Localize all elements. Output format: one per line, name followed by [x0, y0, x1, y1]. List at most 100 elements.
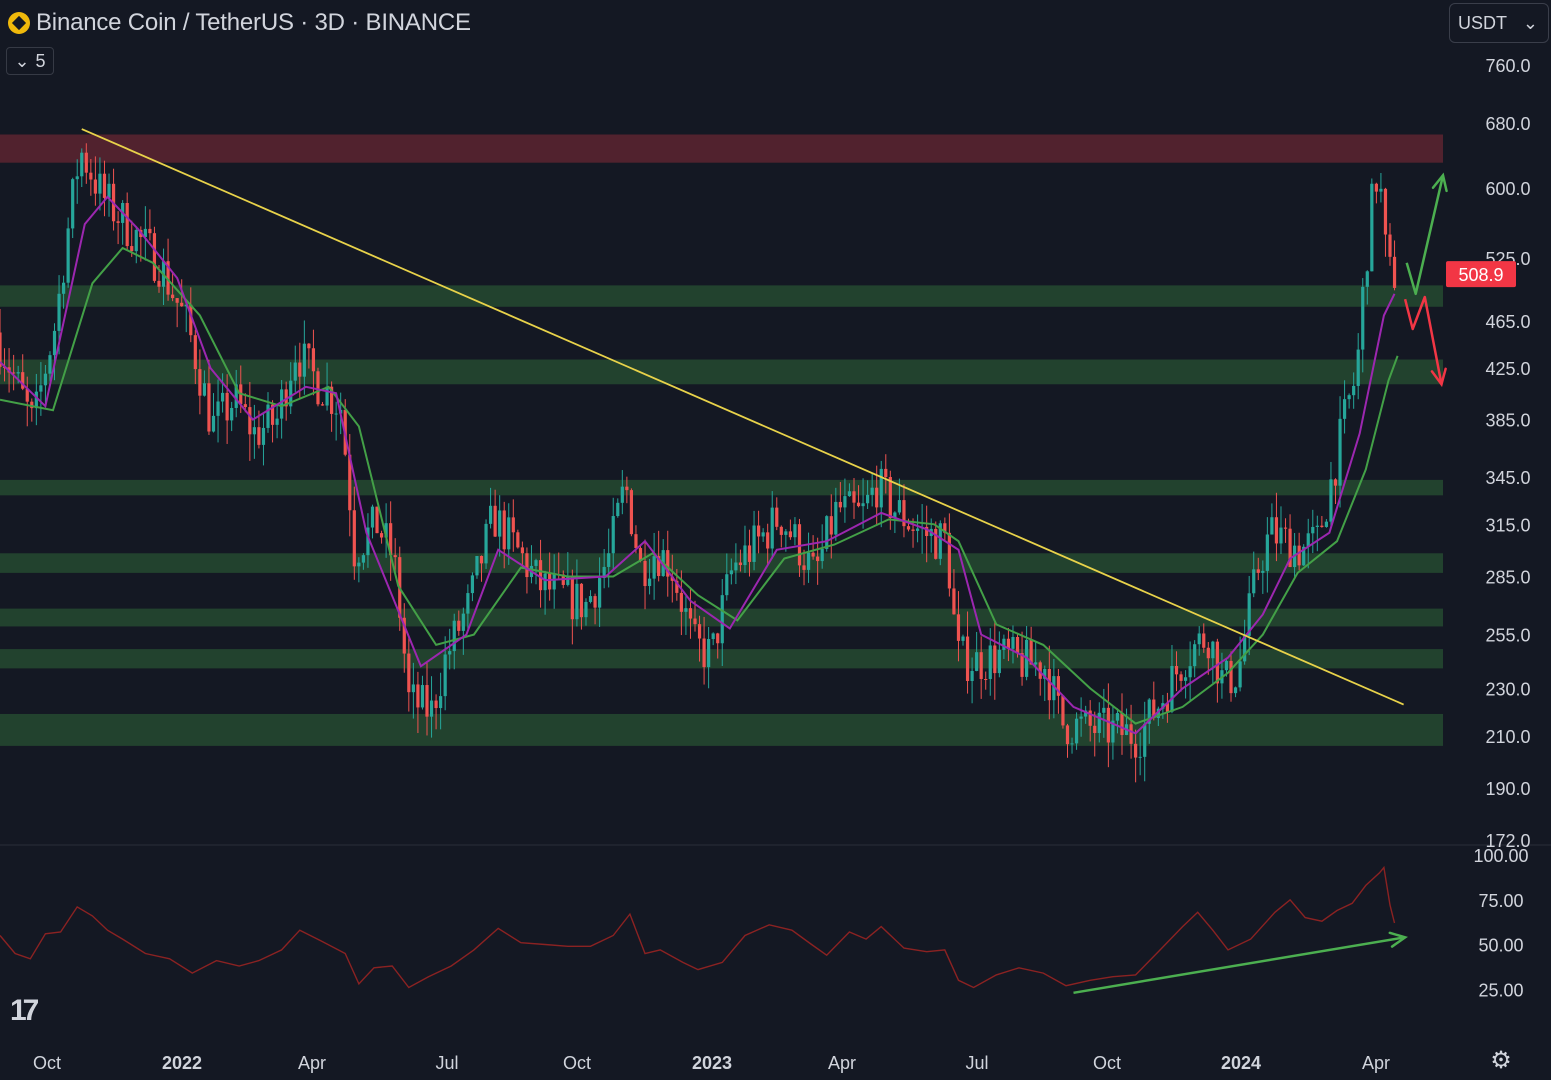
- candle-body: [429, 700, 434, 717]
- candle: [0, 308, 2, 375]
- candle-body: [806, 552, 811, 570]
- candle-body: [193, 335, 197, 370]
- candle: [866, 480, 870, 509]
- symbol-header[interactable]: Binance Coin / TetherUS · 3D · BINANCE: [8, 8, 471, 38]
- candle-body: [1156, 708, 1160, 719]
- indicators-toggle[interactable]: ⌄ 5: [6, 47, 54, 75]
- candle-body: [439, 696, 443, 709]
- candle: [1388, 223, 1392, 266]
- candle-body: [979, 652, 983, 679]
- candle-body: [993, 645, 997, 674]
- candle: [1265, 517, 1269, 593]
- candle: [956, 591, 961, 662]
- candle-body: [915, 528, 920, 531]
- price-tick-label: 680.0: [1485, 114, 1530, 134]
- candle: [1252, 551, 1256, 598]
- candle-body: [225, 392, 229, 421]
- candle-body: [1352, 385, 1356, 396]
- candle-body: [607, 553, 611, 567]
- candle: [870, 473, 874, 507]
- candle-body: [588, 596, 593, 602]
- candle: [479, 555, 484, 582]
- rsi-tick-label: 75.00: [1478, 891, 1523, 911]
- candle-body: [584, 601, 588, 618]
- candle-body: [811, 552, 815, 557]
- candle-body: [666, 550, 670, 577]
- candle: [693, 600, 697, 632]
- candle: [1134, 729, 1138, 783]
- candle-body: [1011, 636, 1015, 649]
- candle-body: [693, 618, 697, 625]
- candle-body: [906, 526, 911, 530]
- candle: [107, 173, 111, 217]
- candle-body: [93, 179, 97, 194]
- candle: [1120, 693, 1124, 755]
- candle-body: [57, 293, 61, 331]
- price-tick-label: 285.0: [1485, 568, 1530, 588]
- candle-body: [856, 502, 861, 507]
- candle: [1106, 683, 1110, 768]
- candle: [498, 495, 502, 557]
- candle: [248, 381, 252, 461]
- candle-body: [148, 228, 152, 234]
- candle: [30, 398, 34, 422]
- candle-body: [0, 332, 2, 367]
- candle-body: [1215, 641, 1219, 684]
- candle-body: [1274, 517, 1279, 544]
- candle-body: [861, 503, 865, 507]
- candle-body: [234, 384, 238, 408]
- candle: [975, 631, 979, 672]
- candle-body: [938, 523, 942, 559]
- support-zone-7: [0, 713, 1443, 746]
- bearish-arrow: [1403, 295, 1447, 388]
- candle-body: [452, 620, 456, 652]
- candle: [647, 558, 652, 595]
- candle: [1256, 557, 1260, 581]
- time-tick-label: Oct: [33, 1053, 61, 1073]
- candle: [811, 535, 815, 560]
- candle-body: [1106, 707, 1110, 743]
- candle: [311, 329, 316, 396]
- candle: [997, 631, 1001, 678]
- candle-body: [697, 624, 702, 639]
- candle: [1356, 333, 1360, 400]
- gear-icon[interactable]: ⚙: [1490, 1047, 1512, 1074]
- time-tick-label: 2023: [692, 1053, 732, 1073]
- candle: [943, 517, 947, 541]
- candle: [211, 393, 216, 433]
- candle: [466, 584, 470, 632]
- candle-body: [198, 369, 202, 396]
- candle: [766, 523, 770, 566]
- candle: [834, 487, 838, 541]
- candle-body: [39, 385, 43, 392]
- candle-body: [761, 532, 765, 537]
- candle-body: [307, 343, 311, 349]
- candle-body: [679, 592, 683, 612]
- candle: [1034, 641, 1038, 676]
- candle-body: [216, 401, 220, 416]
- candle-body: [166, 261, 170, 295]
- candle-body: [261, 427, 266, 445]
- candle-body: [520, 547, 524, 554]
- candle: [1193, 640, 1197, 678]
- candle: [216, 379, 220, 443]
- candle: [302, 320, 306, 395]
- candle: [625, 476, 629, 504]
- candle: [802, 549, 806, 586]
- candle-body: [52, 330, 57, 356]
- candle: [779, 525, 783, 548]
- candle-body: [1342, 399, 1347, 419]
- candle-body: [1020, 653, 1024, 677]
- candle-body: [1388, 234, 1392, 257]
- candle-body: [311, 348, 316, 372]
- candle-body: [816, 556, 820, 562]
- candle: [961, 634, 965, 646]
- candle: [152, 226, 157, 283]
- candle-body: [1043, 668, 1047, 679]
- candle: [402, 603, 406, 673]
- trendline: [81, 128, 1404, 706]
- candle-body: [416, 684, 420, 708]
- candle-body: [1006, 638, 1011, 649]
- currency-select[interactable]: USDT ⌄: [1449, 3, 1549, 43]
